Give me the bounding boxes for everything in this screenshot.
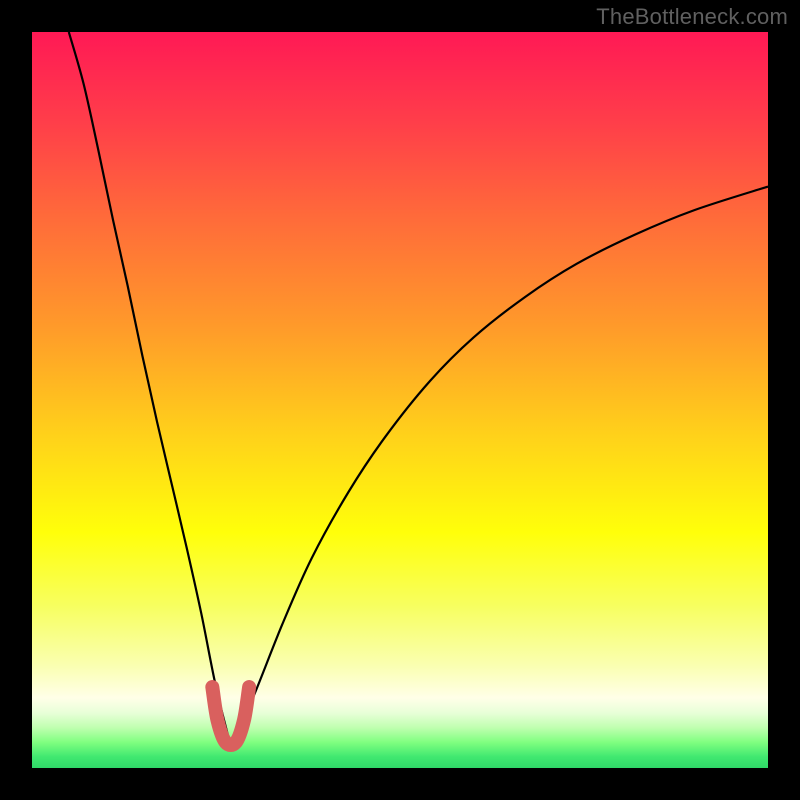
bottleneck-curve-chart bbox=[32, 32, 768, 768]
chart-plot-area bbox=[32, 32, 768, 768]
watermark-text: TheBottleneck.com bbox=[596, 4, 788, 30]
chart-background bbox=[32, 32, 768, 768]
